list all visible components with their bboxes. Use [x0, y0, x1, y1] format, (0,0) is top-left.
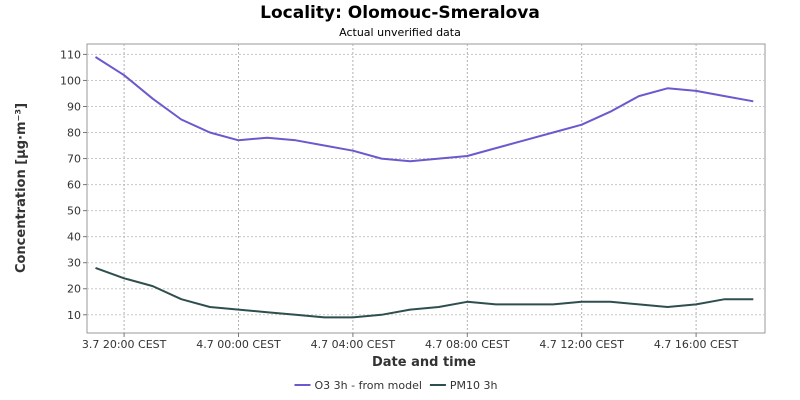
- y-axis-ticks: 10 20 30 40 50 60 70 80 90 100 110: [60, 48, 87, 322]
- y-tick-label: 10: [67, 309, 81, 322]
- plot-area: [86, 43, 766, 334]
- x-axis-label: Date and time: [372, 355, 476, 370]
- series-line-pm10: [95, 266, 754, 319]
- x-axis-ticks: 3.7 20:00 CEST 4.7 00:00 CEST 4.7 04:00 CE…: [82, 333, 739, 351]
- x-tick-label: 4.7 08:00 CEST: [425, 338, 510, 351]
- y-tick-label: 20: [67, 283, 81, 296]
- y-tick-label: 30: [67, 257, 81, 270]
- grid-lines: [87, 44, 765, 333]
- x-tick-label: 4.7 04:00 CEST: [311, 338, 396, 351]
- y-tick-label: 50: [67, 205, 81, 218]
- y-tick-label: 100: [60, 74, 81, 87]
- series-line-o3: [94, 56, 754, 163]
- x-tick-label: 4.7 16:00 CEST: [654, 338, 739, 351]
- x-tick-label: 3.7 20:00 CEST: [82, 338, 167, 351]
- series-lines: [94, 56, 754, 319]
- legend-label: O3 3h - from model: [314, 379, 421, 392]
- y-tick-label: 70: [67, 153, 81, 166]
- x-tick-label: 4.7 00:00 CEST: [196, 338, 281, 351]
- chart-title: Locality: Olomouc-Smeralova: [260, 3, 540, 23]
- y-tick-label: 60: [67, 179, 81, 192]
- x-tick-label: 4.7 12:00 CEST: [539, 338, 624, 351]
- chart-subtitle: Actual unverified data: [339, 26, 461, 39]
- y-tick-label: 90: [67, 100, 81, 113]
- y-axis-label: Concentration [µg·m⁻³]: [14, 103, 29, 273]
- y-tick-label: 110: [60, 48, 81, 61]
- y-tick-label: 80: [67, 127, 81, 140]
- legend: O3 3h - from model PM10 3h: [294, 379, 498, 392]
- y-tick-label: 40: [67, 231, 81, 244]
- legend-label: PM10 3h: [450, 379, 498, 392]
